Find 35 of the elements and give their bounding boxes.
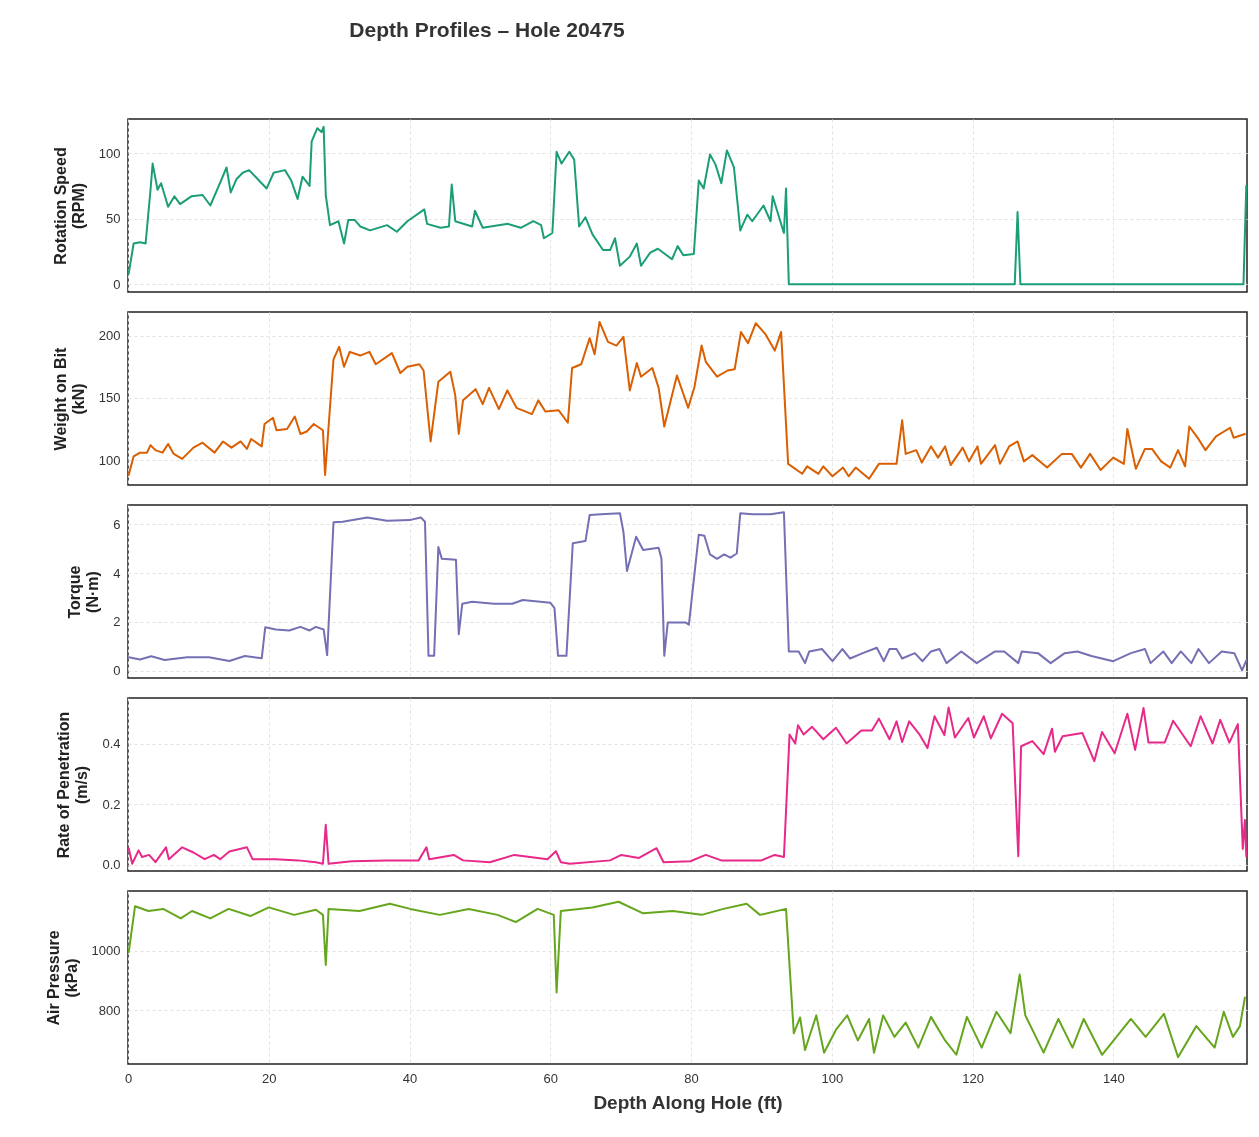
y-axis-title: Torque (N·m) (66, 565, 102, 619)
y-tick-label: 100 (98, 452, 121, 468)
y-tick-label: 0 (113, 663, 121, 679)
y-tick-label: 0.4 (102, 736, 121, 752)
y-tick-label: 2 (113, 614, 121, 630)
y-tick-label: 0 (113, 276, 121, 292)
y-tick-label: 200 (98, 328, 121, 344)
y-axis-title: Weight on Bit (kN) (51, 346, 87, 451)
x-axis-title: Depth Along Hole (ft) (593, 1091, 783, 1113)
line-series (127, 125, 1248, 286)
y-tick-label: 1000 (91, 943, 121, 959)
x-tick-label: 120 (962, 1070, 984, 1086)
y-axis-title: Rotation Speed (RPM) (51, 147, 87, 265)
y-axis-title: Air Pressure (kPa) (44, 930, 80, 1026)
y-tick-label: 50 (106, 211, 121, 227)
line-series (127, 900, 1246, 1059)
x-tick-label: 0 (124, 1070, 133, 1086)
y-tick-label: 6 (113, 516, 121, 532)
x-tick-label: 20 (262, 1070, 277, 1086)
x-tick-label: 140 (1102, 1070, 1125, 1086)
y-axis-title: Rate of Penetration (m/s) (55, 711, 91, 859)
y-tick-label: 800 (98, 1002, 121, 1018)
line-series (127, 706, 1248, 865)
line-series (127, 320, 1246, 480)
y-tick-label: 100 (98, 145, 121, 161)
x-tick-label: 40 (402, 1070, 418, 1086)
x-tick-label: 100 (821, 1070, 844, 1086)
y-tick-label: 150 (98, 390, 121, 406)
x-tick-label: 80 (684, 1070, 699, 1086)
x-tick-label: 60 (543, 1070, 558, 1086)
line-series (127, 511, 1248, 672)
y-tick-label: 4 (113, 565, 121, 581)
y-tick-label: 0.0 (102, 857, 121, 873)
chart-title: Depth Profiles – Hole 20475 (349, 18, 626, 41)
y-tick-label: 0.2 (102, 796, 121, 812)
